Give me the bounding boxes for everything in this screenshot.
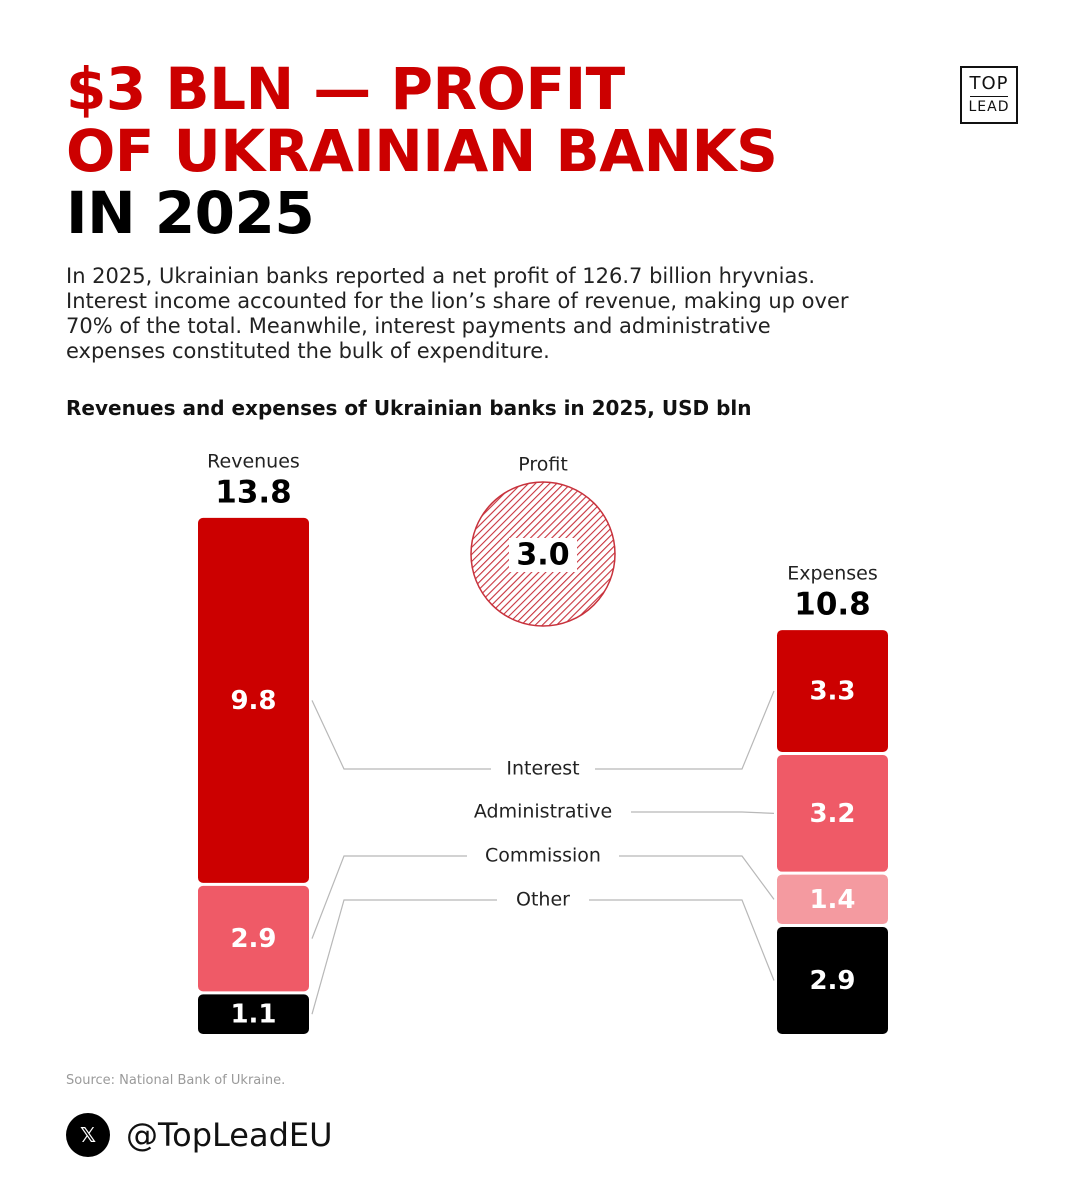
expenses-value-interest: 3.3 <box>809 677 855 707</box>
intro-paragraph: In 2025, Ukrainian banks reported a net … <box>66 264 849 363</box>
connector-revenues-other <box>311 899 497 1015</box>
profit-value: 3.0 <box>516 538 569 573</box>
expenses-bar-administrative <box>777 755 888 872</box>
expenses-bar-commission <box>777 874 888 925</box>
logo-top-text: TOP <box>969 73 1009 94</box>
title-line-3: IN 2025 <box>66 179 315 247</box>
profit-value-backdrop <box>509 538 577 572</box>
revenues-value-commission: 2.9 <box>230 924 276 954</box>
logo-bottom-text: LEAD <box>968 99 1010 115</box>
social-handle[interactable]: @TopLeadEU <box>126 1116 333 1154</box>
top-lead-logo: TOP LEAD <box>960 66 1018 124</box>
expenses-value-commission: 1.4 <box>809 885 855 915</box>
source-note: Source: National Bank of Ukraine. <box>66 1073 286 1088</box>
revenues-label: Revenues <box>207 450 300 472</box>
revenues-bar-other <box>198 994 309 1034</box>
category-label-commission: Commission <box>485 845 601 867</box>
x-logo-icon[interactable]: 𝕏 <box>66 1113 110 1157</box>
revenues-value-interest: 9.8 <box>230 686 276 716</box>
logo-divider <box>970 96 1008 97</box>
expenses-total: 10.8 <box>794 587 871 623</box>
revenues-bar-commission <box>198 885 309 992</box>
revenues-total: 13.8 <box>215 474 292 510</box>
expenses-bar-interest <box>777 630 888 752</box>
revenues-value-other: 1.1 <box>230 1000 276 1030</box>
connector-expenses-commission <box>619 855 775 900</box>
category-label-other: Other <box>516 889 570 911</box>
title-line-1: $3 BLN — PROFIT <box>66 55 625 123</box>
category-label-interest: Interest <box>506 758 579 780</box>
expenses-value-administrative: 3.2 <box>809 799 855 829</box>
expenses-bar-other <box>777 927 888 1034</box>
profit-label: Profit <box>518 454 568 476</box>
connector-revenues-commission <box>311 855 467 939</box>
connector-revenues-interest <box>311 700 491 770</box>
expenses-value-other: 2.9 <box>809 966 855 996</box>
connector-expenses-other <box>589 899 775 981</box>
connector-expenses-administrative <box>631 811 775 814</box>
connector-expenses-interest <box>595 690 775 770</box>
page-title: $3 BLN — PROFIT OF UKRAINIAN BANKS IN 20… <box>66 55 778 247</box>
category-label-administrative: Administrative <box>474 801 612 823</box>
title-line-2: OF UKRAINIAN BANKS <box>66 117 778 185</box>
expenses-label: Expenses <box>787 563 878 585</box>
chart-title: Revenues and expenses of Ukrainian banks… <box>66 396 752 420</box>
revenues-bar-interest <box>198 517 309 883</box>
